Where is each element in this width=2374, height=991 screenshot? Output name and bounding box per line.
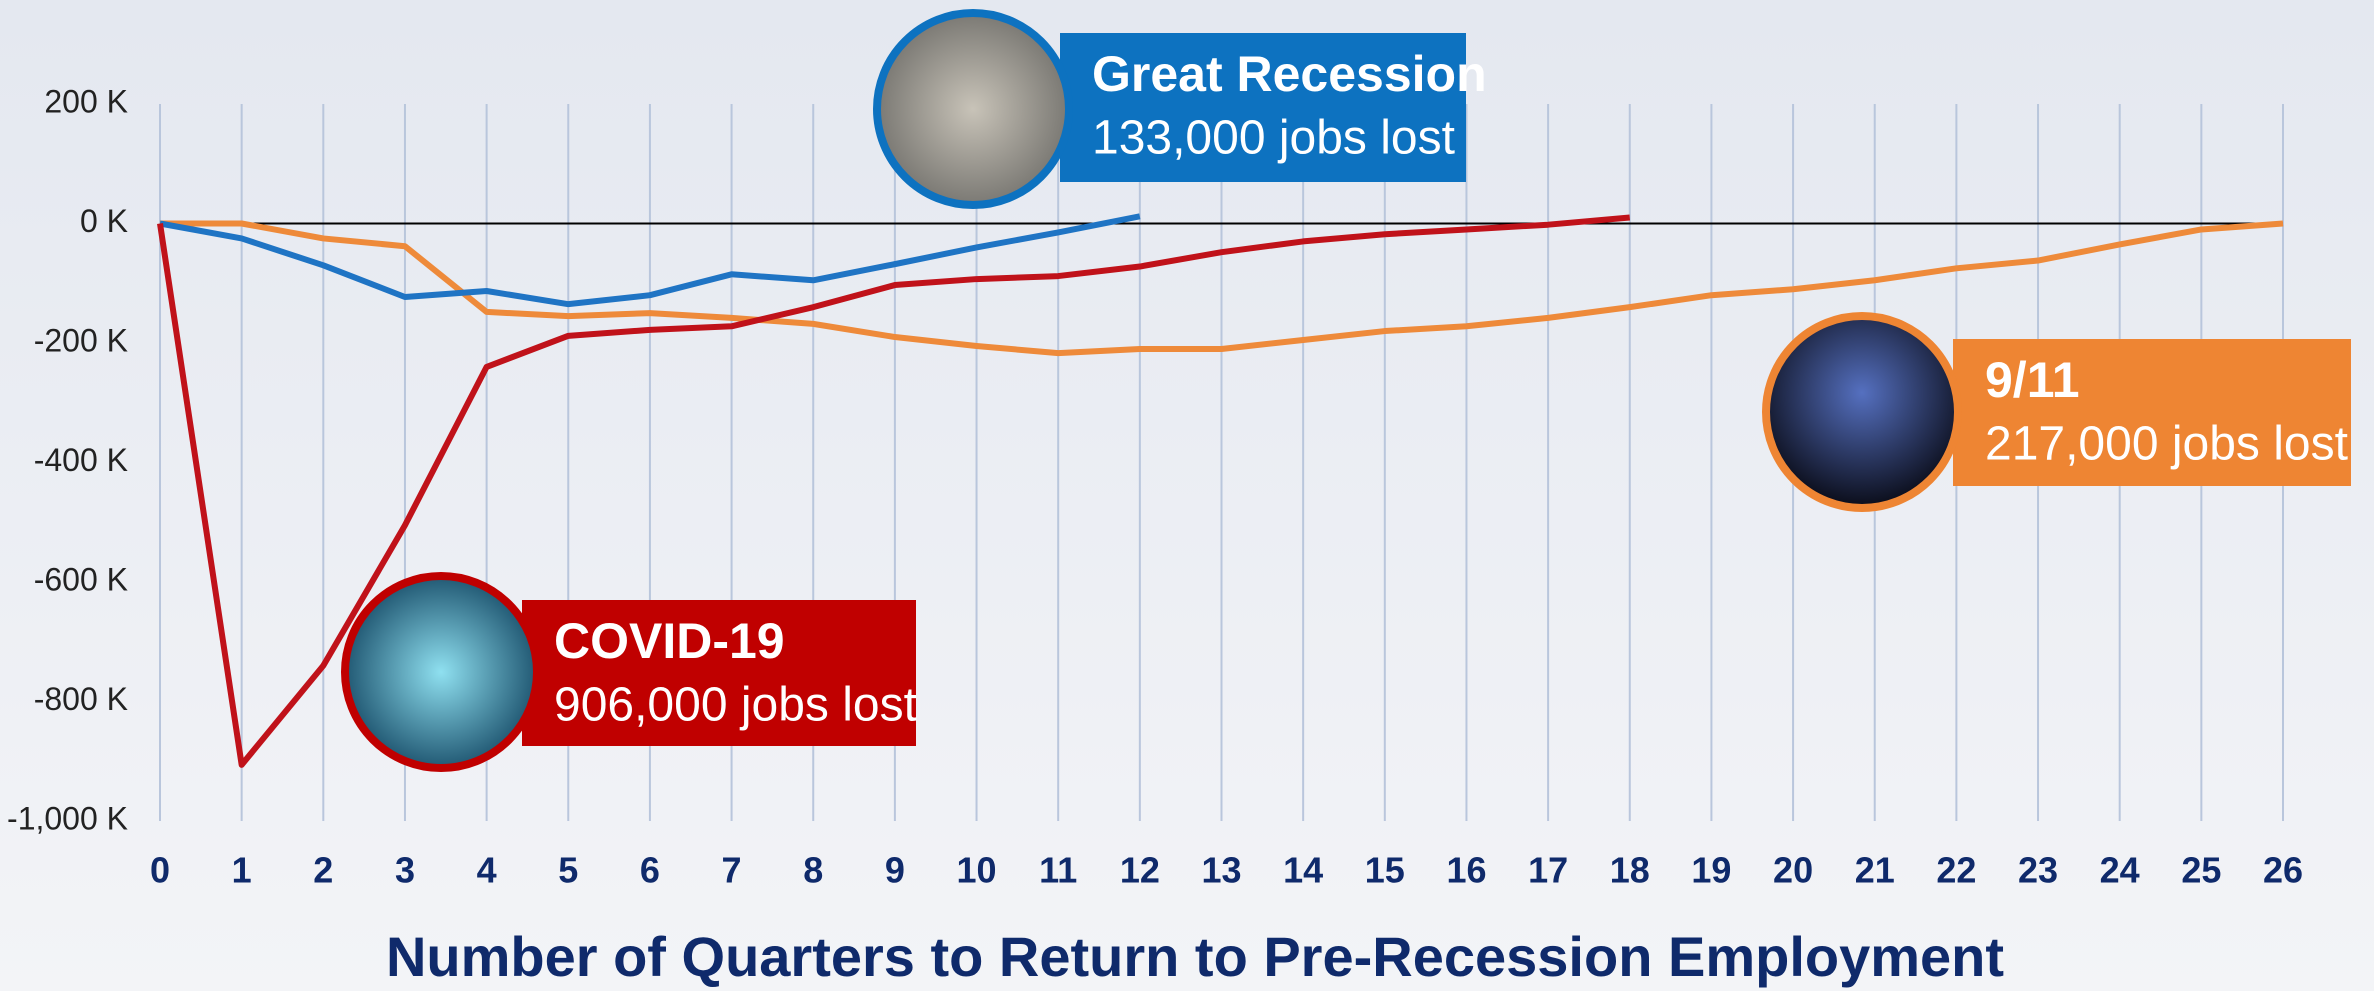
x-tick-label: 24	[2100, 850, 2140, 891]
x-tick-label: 22	[1936, 850, 1976, 891]
annotation-text: 906,000 jobs lost	[554, 679, 917, 732]
x-tick-label: 4	[477, 850, 497, 891]
x-tick-label: 14	[1283, 850, 1323, 891]
y-tick-label: -600 K	[34, 561, 128, 597]
y-tick-label: 200 K	[44, 83, 128, 119]
x-tick-label: 2	[313, 850, 333, 891]
x-tick-label: 1	[232, 850, 252, 891]
annotation-title: COVID-19	[554, 613, 785, 669]
annotation-photo	[341, 572, 541, 772]
annotation-text: 133,000 jobs lost	[1092, 112, 1455, 165]
x-tick-label: 7	[722, 850, 742, 891]
x-tick-label: 21	[1855, 850, 1895, 891]
x-tick-label: 16	[1446, 850, 1486, 891]
x-tick-label: 20	[1773, 850, 1813, 891]
x-tick-label: 11	[1039, 850, 1077, 891]
x-tick-label: 23	[2018, 850, 2058, 891]
x-tick-label: 10	[957, 850, 997, 891]
x-tick-label: 17	[1528, 850, 1568, 891]
x-tick-label: 6	[640, 850, 660, 891]
y-tick-label: -400 K	[34, 442, 128, 478]
x-tick-label: 13	[1201, 850, 1241, 891]
annotation-photo	[873, 9, 1073, 209]
x-tick-label: 5	[558, 850, 578, 891]
x-axis-title: Number of Quarters to Return to Pre-Rece…	[386, 925, 2004, 988]
annotation-title: 9/11	[1985, 352, 2080, 408]
annotation-box	[1060, 33, 1466, 182]
x-tick-label: 19	[1691, 850, 1731, 891]
y-tick-label: -200 K	[34, 322, 128, 358]
series-line	[157, 214, 1631, 768]
x-tick-label: 0	[150, 850, 170, 891]
annotation-title: Great Recession	[1092, 46, 1487, 102]
x-tick-label: 12	[1120, 850, 1160, 891]
annotation-box	[522, 600, 916, 746]
x-tick-label: 8	[803, 850, 823, 891]
y-tick-label: -1,000 K	[7, 800, 128, 836]
y-tick-label: 0 K	[80, 203, 128, 239]
series-line	[160, 220, 2284, 357]
x-tick-label: 26	[2263, 850, 2303, 891]
x-tick-label: 9	[885, 850, 905, 891]
annotation-text: 217,000 jobs lost	[1985, 418, 2348, 471]
x-tick-label: 18	[1610, 850, 1650, 891]
x-tick-label: 15	[1365, 850, 1405, 891]
annotation-photo	[1762, 312, 1962, 512]
x-tick-label: 3	[395, 850, 415, 891]
annotation-box	[1953, 339, 2351, 486]
y-tick-label: -800 K	[34, 681, 128, 717]
x-tick-label: 25	[2181, 850, 2221, 891]
series-line	[159, 213, 1141, 308]
